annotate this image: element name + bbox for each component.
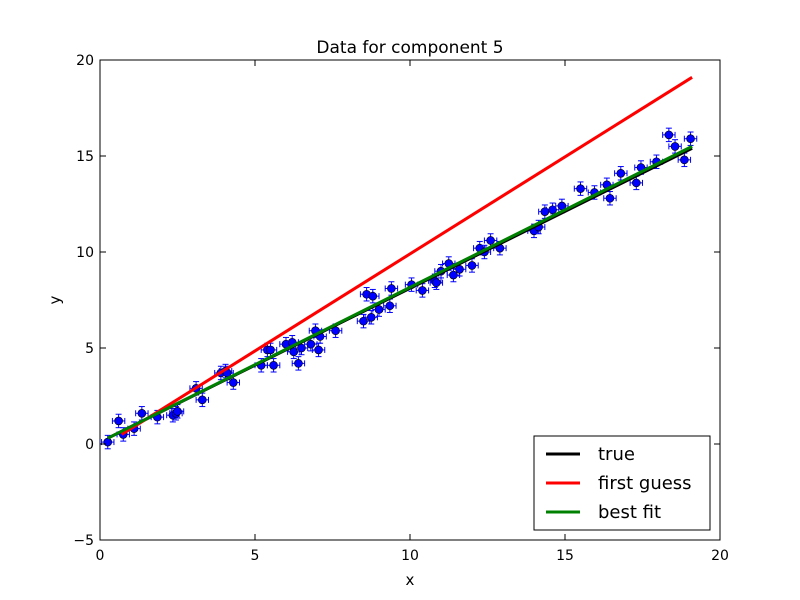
legend-entry: first guess bbox=[546, 473, 692, 494]
data-marker bbox=[387, 284, 396, 293]
data-marker bbox=[467, 261, 477, 270]
chart-title: Data for component 5 bbox=[316, 38, 503, 58]
data-marker bbox=[366, 312, 376, 322]
data-point bbox=[226, 375, 240, 390]
data-point bbox=[683, 131, 698, 146]
legend-entry: best fit bbox=[546, 502, 661, 523]
y-tick-label: 0 bbox=[85, 437, 94, 453]
data-point bbox=[291, 356, 306, 371]
data-point bbox=[483, 233, 498, 248]
data-marker bbox=[114, 416, 123, 426]
data-marker bbox=[670, 142, 680, 151]
data-point bbox=[311, 342, 326, 358]
data-point bbox=[573, 181, 588, 196]
legend-label: true bbox=[598, 444, 635, 465]
data-marker bbox=[680, 155, 689, 165]
data-marker bbox=[616, 168, 626, 178]
data-marker bbox=[664, 130, 674, 140]
y-tick-label: 20 bbox=[76, 53, 94, 69]
data-point bbox=[111, 413, 126, 429]
data-marker bbox=[418, 286, 427, 295]
data-marker bbox=[269, 360, 278, 370]
data-point bbox=[429, 275, 444, 290]
data-marker bbox=[576, 184, 585, 193]
data-marker bbox=[289, 347, 299, 357]
data-marker bbox=[548, 205, 557, 215]
data-marker bbox=[432, 278, 441, 288]
data-marker bbox=[486, 236, 495, 245]
data-marker bbox=[173, 407, 182, 416]
y-tick-label: −5 bbox=[73, 533, 94, 549]
series-line-2 bbox=[107, 145, 693, 440]
data-marker bbox=[198, 395, 207, 405]
data-point bbox=[662, 127, 676, 143]
data-marker bbox=[368, 291, 378, 301]
data-marker bbox=[374, 305, 384, 314]
data-point bbox=[308, 323, 323, 338]
legend-label: first guess bbox=[598, 473, 692, 494]
data-point bbox=[366, 288, 380, 304]
data-point bbox=[677, 152, 692, 168]
x-axis-label: x bbox=[406, 571, 415, 589]
x-tick-label: 10 bbox=[401, 548, 419, 564]
data-marker bbox=[686, 134, 695, 144]
legend-entry: true bbox=[546, 444, 635, 465]
legend: true first guess best fit bbox=[533, 435, 711, 531]
data-marker bbox=[385, 301, 395, 311]
x-tick-label: 0 bbox=[96, 548, 105, 564]
y-tick-label: 10 bbox=[76, 245, 94, 261]
data-point bbox=[195, 392, 209, 408]
x-tick-label: 5 bbox=[251, 548, 260, 564]
data-marker bbox=[294, 359, 303, 368]
data-marker bbox=[359, 316, 368, 326]
plot-content bbox=[101, 76, 698, 450]
data-marker bbox=[137, 408, 147, 418]
data-point bbox=[668, 139, 682, 154]
data-marker bbox=[605, 193, 615, 203]
data-point bbox=[614, 166, 628, 181]
data-marker bbox=[229, 378, 238, 387]
data-marker bbox=[297, 343, 306, 353]
y-axis-label: y bbox=[46, 295, 64, 304]
data-point bbox=[364, 310, 378, 325]
data-marker bbox=[103, 437, 113, 447]
data-marker bbox=[631, 178, 641, 188]
y-tick-label: 5 bbox=[85, 341, 94, 357]
data-marker bbox=[306, 339, 316, 349]
data-point bbox=[384, 281, 399, 296]
data-marker bbox=[540, 207, 550, 216]
x-tick-label: 20 bbox=[711, 548, 729, 564]
data-point bbox=[266, 358, 281, 373]
data-point bbox=[294, 340, 309, 356]
data-marker bbox=[314, 345, 323, 355]
series-line-1 bbox=[120, 76, 693, 436]
data-point bbox=[446, 267, 461, 283]
x-tick-label: 15 bbox=[556, 548, 574, 564]
data-marker bbox=[266, 345, 275, 355]
y-tick-label: 15 bbox=[76, 149, 94, 165]
legend-label: best fit bbox=[598, 502, 661, 523]
data-point bbox=[603, 191, 617, 206]
